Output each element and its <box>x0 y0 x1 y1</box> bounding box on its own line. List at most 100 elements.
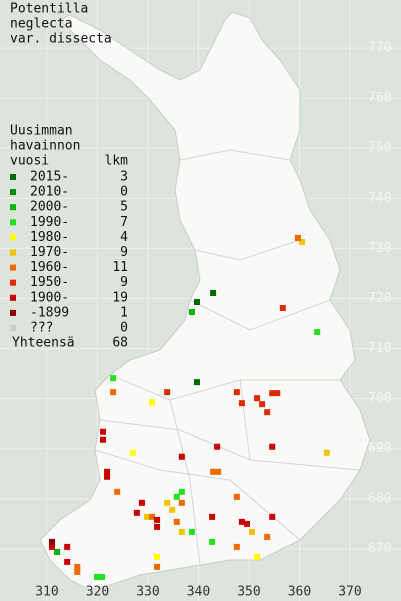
legend-count: 1 <box>120 305 128 320</box>
observation-point <box>210 468 217 475</box>
observation-point <box>214 443 221 450</box>
observation-point <box>104 473 111 480</box>
legend-swatch <box>10 264 16 271</box>
y-tick-label: 710 <box>368 341 391 356</box>
observation-point <box>323 449 330 456</box>
y-tick-label: 760 <box>368 91 391 106</box>
legend-label: 2015- <box>30 170 69 185</box>
observation-point <box>215 468 222 475</box>
total-label: Yhteensä <box>12 336 75 351</box>
observation-point <box>264 533 271 540</box>
legend-count-header: lkm <box>105 154 129 169</box>
observation-point <box>193 379 200 386</box>
observation-point <box>100 428 107 435</box>
legend-label: ??? <box>30 321 53 336</box>
x-tick-label: 310 <box>35 585 58 600</box>
legend-count: 3 <box>120 170 128 185</box>
observation-point <box>154 523 161 530</box>
y-tick-label: 700 <box>368 391 391 406</box>
observation-point <box>138 499 145 506</box>
y-tick-label: 690 <box>368 441 391 456</box>
observation-point <box>178 488 185 495</box>
total-value: 68 <box>112 336 128 351</box>
observation-point <box>269 390 276 397</box>
y-tick-label: 730 <box>368 241 391 256</box>
legend-count: 19 <box>112 290 128 305</box>
x-tick-label: 360 <box>288 585 311 600</box>
legend-count: 9 <box>120 245 128 260</box>
legend-label: 1900- <box>30 290 69 305</box>
observation-point <box>133 509 140 516</box>
legend-label: 2010- <box>30 185 69 200</box>
observation-point <box>143 513 150 520</box>
observation-point <box>233 543 240 550</box>
legend-swatch <box>10 279 16 286</box>
legend-title-line: vuosi <box>10 154 49 169</box>
observation-point <box>274 390 281 397</box>
legend-swatch <box>10 174 16 180</box>
y-tick-label: 750 <box>368 141 391 156</box>
observation-point <box>154 516 161 523</box>
y-tick-label: 670 <box>368 541 391 556</box>
legend-count: 7 <box>120 215 128 230</box>
observation-point <box>64 543 71 550</box>
y-tick-label: 720 <box>368 291 391 306</box>
legend-title-line: havainnon <box>10 139 80 154</box>
observation-point <box>74 568 81 575</box>
observation-point <box>294 234 301 241</box>
observation-point <box>299 238 306 245</box>
legend-title-line: Uusimman <box>10 124 73 139</box>
legend-swatch <box>10 249 16 256</box>
observation-point <box>173 518 180 525</box>
legend-count: 5 <box>120 200 128 215</box>
observation-point <box>149 399 156 406</box>
observation-point <box>264 409 271 416</box>
legend-label: 2000- <box>30 200 69 215</box>
observation-point <box>314 329 321 336</box>
observation-point <box>49 538 56 545</box>
observation-point <box>188 309 195 316</box>
observation-point <box>238 400 245 407</box>
legend-count: 0 <box>120 321 128 336</box>
legend-count: 0 <box>120 185 128 200</box>
legend-swatch <box>10 189 16 196</box>
x-tick-label: 370 <box>338 585 361 600</box>
observation-point <box>259 401 266 408</box>
observation-point <box>154 553 161 560</box>
legend-swatch <box>10 309 16 316</box>
observation-point <box>164 389 171 396</box>
observation-point <box>193 299 200 306</box>
observation-point <box>279 305 286 312</box>
observation-point <box>233 493 240 500</box>
x-tick-label: 330 <box>136 585 159 600</box>
observation-point <box>74 563 81 570</box>
observation-point <box>254 395 261 402</box>
observation-point <box>154 563 161 570</box>
y-tick-label: 680 <box>368 491 391 506</box>
observation-point <box>149 513 156 520</box>
observation-point <box>169 506 176 513</box>
x-tick-label: 320 <box>86 585 109 600</box>
legend-swatch <box>10 234 16 241</box>
points <box>49 234 330 580</box>
x-tick-label: 350 <box>237 585 260 600</box>
legend-count: 4 <box>120 230 128 245</box>
observation-point <box>178 499 185 506</box>
observation-point <box>269 513 276 520</box>
observation-point <box>178 528 185 535</box>
title-line: Potentilla <box>10 2 88 17</box>
legend-count: 9 <box>120 275 128 290</box>
legend-label: 1960- <box>30 260 69 275</box>
observation-point <box>110 389 117 396</box>
observation-point <box>99 573 106 580</box>
observation-point <box>64 558 71 565</box>
legend-swatch <box>10 204 16 211</box>
observation-point <box>173 493 180 500</box>
legend-label: 1970- <box>30 245 69 260</box>
legend-swatch <box>10 325 16 331</box>
observation-point <box>238 518 245 525</box>
